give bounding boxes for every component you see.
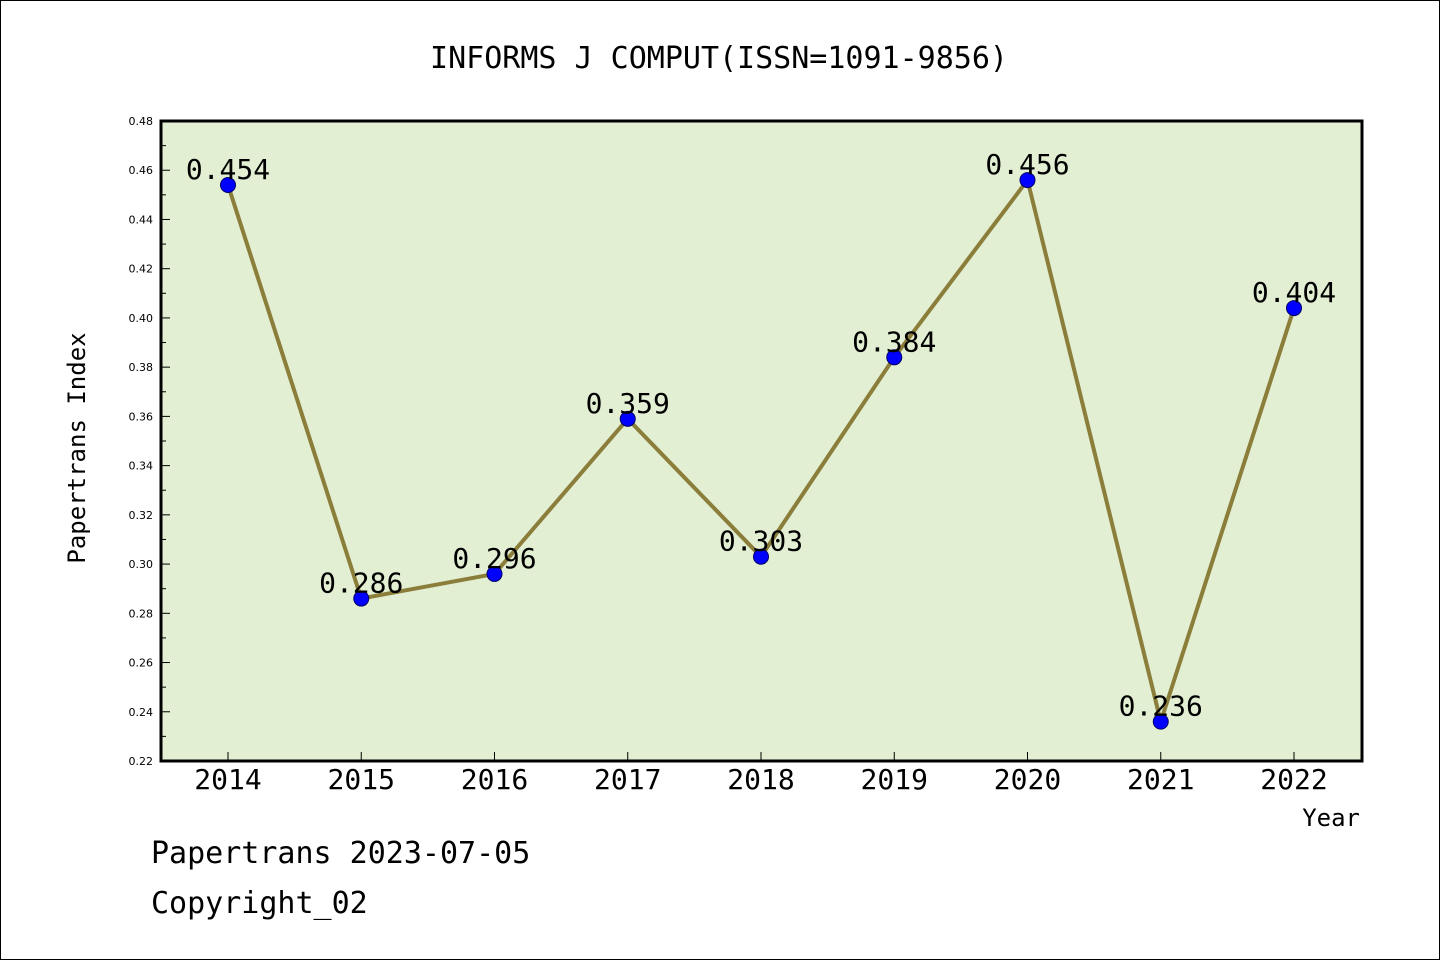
y-tick-label: 0.44: [129, 213, 154, 226]
data-point: [886, 349, 903, 366]
x-axis-title: Year: [1302, 804, 1360, 832]
x-tick-label: 2016: [461, 763, 528, 796]
data-labels: 0.454 0.286 0.296 0.359 0.303 0.384 0.456 0.236…: [186, 148, 1336, 723]
data-label: 0.286: [319, 567, 403, 600]
y-tick-label: 0.48: [129, 115, 154, 128]
y-axis-title: Papertrans Index: [63, 332, 91, 563]
y-tick-label: 0.42: [129, 263, 154, 276]
y-axis: 0.22 0.24 0.26 0.28 0.30 0.32 0.34 0.36 0.38 0.40…: [129, 115, 170, 768]
data-label: 0.384: [852, 325, 936, 358]
x-tick-label: 2020: [994, 763, 1061, 796]
x-tick-label: 2021: [1127, 763, 1194, 796]
x-tick-label: 2017: [594, 763, 661, 796]
y-tick-label: 0.28: [129, 607, 154, 620]
chart-title: INFORMS J COMPUT(ISSN=1091-9856): [430, 41, 1008, 76]
data-point: [486, 565, 503, 582]
y-tick-label: 0.22: [129, 755, 154, 768]
data-point: [1019, 172, 1036, 189]
data-label: 0.359: [586, 387, 670, 420]
data-label: 0.404: [1252, 276, 1336, 309]
plot-area: [161, 121, 1362, 761]
y-tick-label: 0.34: [129, 460, 154, 473]
data-label: 0.236: [1119, 690, 1203, 723]
y-tick-label: 0.36: [129, 410, 154, 423]
data-point: [619, 410, 636, 427]
data-label: 0.454: [186, 153, 270, 186]
x-tick-label: 2014: [194, 763, 261, 796]
data-label: 0.296: [452, 542, 536, 575]
data-point: [753, 548, 769, 565]
data-point: [1286, 300, 1302, 317]
footer-copyright: Copyright_02: [151, 886, 368, 921]
x-tick-label: 2022: [1260, 763, 1327, 796]
y-tick-label: 0.46: [129, 164, 154, 177]
y-tick-label: 0.24: [129, 706, 154, 719]
data-series: [220, 172, 1302, 730]
y-tick-label: 0.32: [129, 509, 154, 522]
data-point: [1152, 713, 1169, 730]
data-point: [220, 177, 236, 193]
data-point: [353, 590, 370, 607]
y-tick-label: 0.38: [129, 361, 154, 374]
y-tick-label: 0.26: [129, 657, 154, 670]
y-tick-label: 0.40: [129, 312, 154, 325]
x-tick-label: 2019: [861, 763, 928, 796]
data-label: 0.303: [719, 525, 803, 558]
data-label: 0.456: [985, 148, 1069, 181]
y-tick-label: 0.30: [129, 558, 154, 571]
footer-date: Papertrans 2023-07-05: [151, 836, 531, 871]
x-tick-label: 2015: [328, 763, 395, 796]
plot-border: [159, 119, 1364, 763]
x-tick-label: 2018: [727, 763, 794, 796]
x-axis: 2014 2015 2016 2017 2018 2019 2020 2021 2022: [194, 752, 1328, 796]
